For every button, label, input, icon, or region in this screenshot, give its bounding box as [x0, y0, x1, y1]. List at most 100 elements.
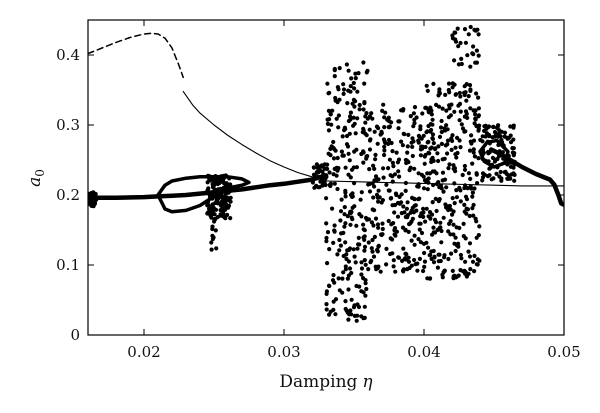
scatter-point: [359, 214, 364, 219]
scatter-point: [363, 120, 368, 125]
scatter-point: [424, 83, 429, 88]
scatter-point: [454, 155, 459, 160]
scatter-point: [337, 237, 342, 243]
scatter-point: [444, 185, 449, 190]
scatter-point: [355, 116, 360, 121]
scatter-point: [470, 194, 475, 199]
scatter-point: [427, 110, 432, 115]
scatter-point: [335, 155, 340, 161]
scatter-point: [362, 258, 367, 263]
scatter-point: [364, 156, 369, 161]
scatter-point: [387, 157, 392, 162]
scatter-point: [361, 276, 366, 281]
scatter-point: [389, 140, 394, 146]
scatter-point: [205, 199, 211, 204]
scatter-point: [477, 123, 482, 128]
scatter-point: [386, 118, 392, 124]
scatter-point: [450, 212, 455, 217]
scatter-point: [470, 161, 475, 166]
scatter-point: [327, 90, 332, 95]
scatter-point: [407, 168, 412, 173]
scatter-point: [465, 186, 470, 191]
scatter-point: [342, 125, 347, 130]
scatter-point: [338, 209, 344, 214]
scatter-point: [352, 181, 357, 186]
scatter-point: [346, 317, 351, 322]
scatter-point: [463, 40, 468, 45]
scatter-point: [496, 142, 501, 148]
scatter-point: [466, 94, 471, 99]
scatter-point: [356, 71, 361, 76]
scatter-point: [220, 195, 225, 200]
scatter-point: [429, 127, 434, 133]
scatter-point: [342, 205, 347, 210]
scatter-point: [440, 106, 445, 111]
scatter-point: [347, 266, 353, 271]
scatter-point: [324, 221, 329, 226]
scatter-point: [342, 212, 347, 217]
scatter-point: [411, 111, 416, 116]
series-thick-line-4: [488, 147, 564, 208]
scatter-point: [364, 70, 369, 75]
scatter-point: [325, 261, 330, 266]
scatter-point: [348, 222, 353, 227]
scatter-point: [468, 88, 473, 93]
scatter-point: [474, 235, 479, 240]
scatter-point: [424, 206, 429, 211]
scatter-point: [324, 289, 329, 294]
scatter-point: [498, 134, 503, 139]
scatter-point: [343, 188, 348, 193]
scatter-point: [405, 200, 410, 205]
scatter-point: [442, 268, 447, 274]
scatter-point: [341, 253, 346, 259]
plot-area: [88, 24, 564, 323]
scatter-point: [463, 109, 469, 114]
scatter-point: [477, 258, 482, 263]
scatter-point: [319, 163, 324, 168]
scatter-point: [311, 165, 317, 170]
series-thick-line-3: [88, 173, 329, 201]
scatter-point: [329, 122, 334, 127]
scatter-point: [334, 173, 339, 178]
scatter-point: [397, 201, 402, 206]
scatter-point: [439, 228, 444, 234]
scatter-point: [371, 163, 376, 168]
scatter-point: [336, 125, 341, 130]
scatter-point: [410, 153, 415, 159]
scatter-point: [439, 118, 444, 124]
scatter-point: [495, 157, 500, 162]
x-tick-label: 0.04: [407, 343, 440, 361]
scatter-point: [320, 183, 325, 188]
scatter-point: [435, 265, 440, 270]
scatter-point: [445, 151, 450, 156]
scatter-point: [458, 188, 463, 193]
scatter-point: [417, 221, 422, 226]
scatter-point: [417, 256, 422, 261]
scatter-point: [490, 162, 495, 167]
scatter-point: [225, 212, 230, 217]
scatter-point: [460, 126, 466, 131]
scatter-point: [476, 128, 481, 133]
scatter-point: [354, 147, 359, 152]
scatter-point: [364, 286, 369, 292]
scatter-point: [491, 176, 496, 181]
scatter-point: [441, 189, 446, 194]
scatter-point: [324, 239, 329, 244]
scatter-point: [329, 144, 334, 149]
scatter-point: [331, 139, 336, 145]
scatter-point: [362, 100, 367, 105]
scatter-point: [453, 39, 459, 44]
scatter-point: [408, 114, 413, 119]
scatter-point: [455, 135, 460, 140]
y-axis-label: a0: [25, 169, 47, 187]
scatter-point: [412, 117, 417, 122]
scatter-point: [469, 133, 474, 138]
scatter-point: [347, 246, 353, 251]
scatter-point: [364, 111, 369, 116]
scatter-point: [212, 219, 217, 224]
scatter-point: [438, 220, 443, 225]
series-dashed-line-0: [88, 32, 184, 79]
scatter-point: [434, 181, 439, 187]
scatter-point: [424, 177, 430, 182]
scatter-point: [468, 176, 473, 181]
